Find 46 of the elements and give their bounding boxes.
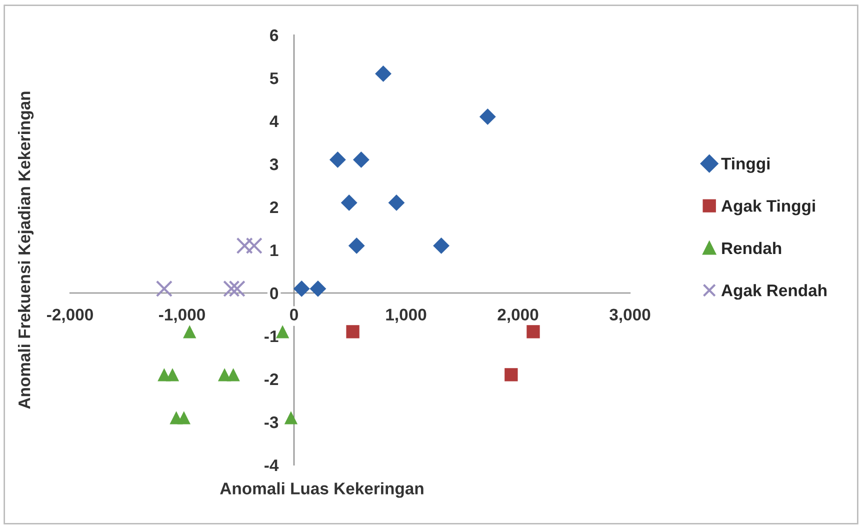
x-tick-label: 2,000 bbox=[498, 308, 538, 323]
point bbox=[310, 280, 326, 297]
x-tick-label: 0 bbox=[290, 308, 298, 321]
y-tick-label: -4 bbox=[264, 460, 279, 472]
point bbox=[388, 194, 405, 211]
point bbox=[156, 280, 173, 298]
legend-label: Tinggi bbox=[721, 157, 770, 173]
point bbox=[340, 194, 358, 211]
point bbox=[329, 151, 346, 168]
point bbox=[504, 368, 518, 382]
y-tick-label: 5 bbox=[270, 72, 278, 84]
point bbox=[293, 280, 310, 297]
x-tick-label: 1,000 bbox=[386, 308, 426, 323]
y-axis-title: Anomali Frekuensi Kejadian Kekeringan bbox=[18, 92, 34, 409]
y-tick-label: -2 bbox=[264, 373, 278, 386]
point bbox=[352, 151, 370, 168]
point bbox=[246, 237, 262, 254]
point bbox=[479, 108, 496, 125]
point bbox=[348, 237, 365, 254]
point bbox=[166, 368, 180, 382]
x-tick-label: -1,000 bbox=[159, 308, 205, 323]
point bbox=[226, 368, 240, 382]
y-tick-label: -3 bbox=[264, 416, 278, 428]
point bbox=[284, 411, 298, 424]
point bbox=[228, 280, 246, 298]
y-tick-label: 2 bbox=[270, 201, 278, 214]
x-tick-label: 3,000 bbox=[610, 308, 650, 323]
y-tick-label: 0 bbox=[270, 287, 278, 300]
point bbox=[223, 280, 240, 298]
y-tick-label: 6 bbox=[270, 29, 278, 42]
point bbox=[236, 237, 253, 254]
point bbox=[346, 325, 360, 338]
legend-label: Agak Rendah bbox=[721, 284, 826, 300]
y-tick-label: 4 bbox=[270, 116, 279, 128]
y-tick-label: 1 bbox=[270, 244, 278, 256]
point bbox=[433, 237, 450, 254]
point bbox=[183, 325, 196, 338]
x-axis-title: Anomali Luas Kekeringan bbox=[220, 482, 424, 498]
point bbox=[177, 411, 190, 424]
point bbox=[526, 325, 540, 338]
point bbox=[375, 65, 392, 82]
legend-label: Rendah bbox=[722, 242, 782, 254]
legend-label: Agak Tinggi bbox=[721, 200, 815, 216]
x-tick-label: -2,000 bbox=[47, 308, 93, 323]
y-tick-label: 3 bbox=[270, 158, 278, 170]
y-tick-label: -1 bbox=[264, 330, 278, 342]
